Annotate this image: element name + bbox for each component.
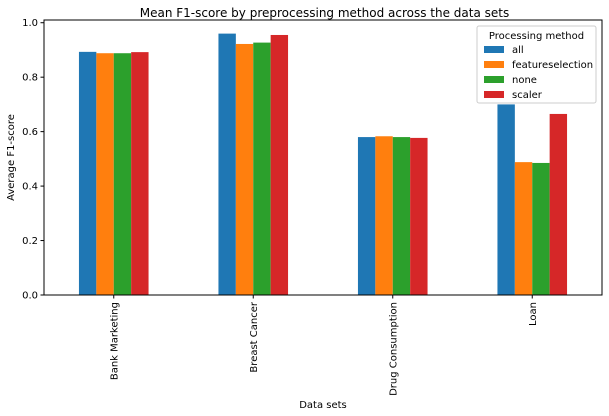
bar bbox=[78, 51, 97, 295]
y-axis-label: Average F1-score bbox=[6, 114, 17, 201]
bar bbox=[549, 113, 568, 295]
legend-swatch bbox=[484, 91, 504, 98]
legend-label: featureselection bbox=[512, 60, 593, 71]
bar bbox=[270, 34, 289, 295]
bar bbox=[253, 42, 271, 295]
bar bbox=[410, 137, 428, 295]
legend-swatch bbox=[484, 61, 504, 68]
x-tick-label: Breast Cancer bbox=[249, 301, 260, 372]
legend-swatch bbox=[484, 76, 504, 83]
x-axis: Bank Marketing Breast Cancer Drug Consumpt… bbox=[109, 295, 539, 396]
y-tick-label: 1.0 bbox=[22, 18, 38, 29]
legend-swatch bbox=[484, 46, 504, 53]
y-tick-label: 0.6 bbox=[22, 127, 38, 138]
y-tick-label: 0.2 bbox=[22, 236, 38, 247]
bars-group bbox=[78, 33, 568, 296]
legend-label: scaler bbox=[512, 90, 543, 101]
bar bbox=[96, 53, 114, 295]
bar bbox=[113, 53, 132, 295]
y-tick-label: 0.0 bbox=[22, 291, 38, 302]
bar bbox=[131, 52, 149, 295]
chart-title: Mean F1-score by preprocessing method ac… bbox=[140, 6, 510, 20]
plot-frame bbox=[43, 19, 603, 296]
x-tick-label: Loan bbox=[528, 302, 539, 326]
x-tick-label: Drug Consumption bbox=[388, 302, 399, 396]
bar bbox=[392, 137, 411, 295]
bar bbox=[235, 43, 254, 296]
bar bbox=[375, 136, 393, 295]
y-tick-label: 0.8 bbox=[22, 73, 38, 84]
bar bbox=[218, 33, 236, 296]
x-axis-label: Data sets bbox=[299, 400, 347, 411]
y-axis: 0.0 0.2 0.4 0.6 0.8 1.0 bbox=[22, 18, 44, 302]
legend-box bbox=[476, 25, 597, 104]
legend-label: all bbox=[512, 45, 524, 56]
bar bbox=[497, 104, 515, 295]
x-tick-label: Bank Marketing bbox=[109, 302, 120, 380]
legend: Processing method all featureselection non… bbox=[476, 25, 597, 104]
bar bbox=[514, 162, 533, 295]
bar bbox=[357, 137, 376, 295]
legend-items: all featureselection none scaler bbox=[484, 45, 593, 101]
legend-title: Processing method bbox=[489, 31, 584, 42]
legend-label: none bbox=[512, 75, 537, 86]
bar bbox=[532, 162, 550, 295]
y-tick-label: 0.4 bbox=[22, 182, 38, 193]
